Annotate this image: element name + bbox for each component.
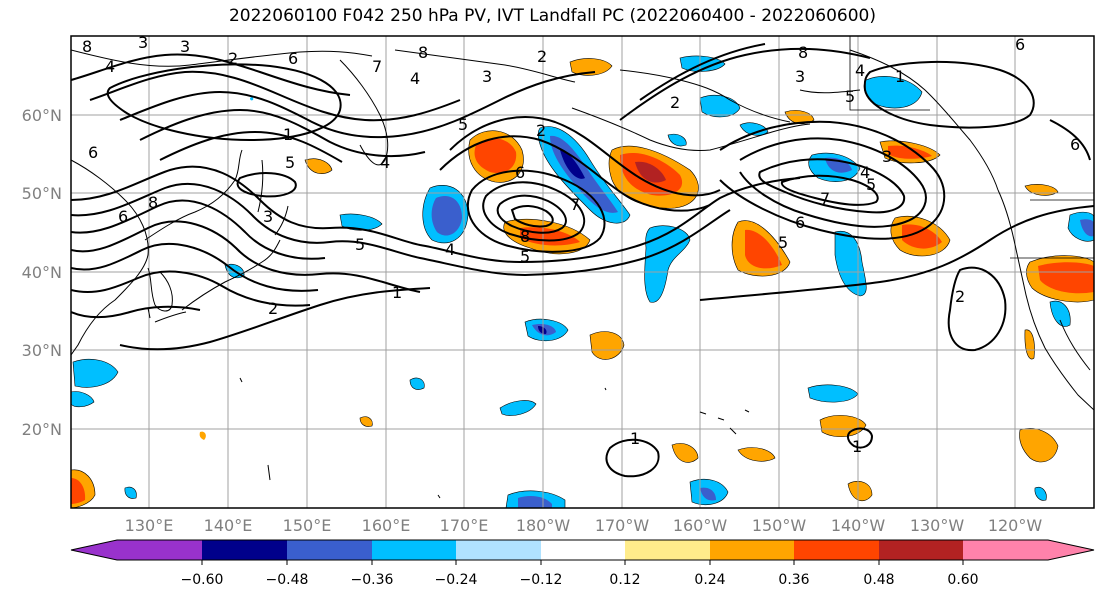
contour-label: 2 [670, 93, 680, 112]
contour-label: 5 [866, 175, 876, 194]
lat-label: 20°N [22, 420, 62, 439]
contour-label: 2 [228, 49, 238, 68]
contour-label: 5 [520, 247, 530, 266]
contour-label: 7 [372, 57, 382, 76]
colorbar-tick-label: −0.36 [351, 572, 394, 588]
lon-label: 180°W [516, 516, 571, 535]
lon-label: 120°W [988, 516, 1043, 535]
contour-label: 1 [630, 429, 640, 448]
lon-label: 160°E [362, 516, 411, 535]
contour-label: 6 [118, 207, 128, 226]
graticule [71, 36, 1094, 508]
colorbar-outline [70, 539, 1095, 561]
colorbar-bin [372, 540, 456, 560]
figure-title: 2022060100 F042 250 hPa PV, IVT Landfall… [228, 6, 876, 26]
contour-label: 1 [392, 283, 402, 302]
contour-label: 7 [570, 195, 580, 214]
lat-label: 40°N [22, 263, 62, 282]
colorbar-bin [71, 540, 202, 560]
contour-label: 6 [1070, 135, 1080, 154]
contour-label: 4 [410, 69, 420, 88]
colorbar-bin [456, 540, 541, 560]
colorbar-bin [794, 540, 879, 560]
lat-label: 60°N [22, 106, 62, 125]
lat-label: 30°N [22, 341, 62, 360]
colorbar-bin [625, 540, 710, 560]
lon-label: 150°W [752, 516, 807, 535]
contour-label: 8 [418, 43, 428, 62]
colorbar-bin [710, 540, 794, 560]
lon-label: 150°E [283, 516, 332, 535]
contour-label: 4 [445, 240, 455, 259]
contour-label: 4 [380, 153, 390, 172]
contour-label: 4 [855, 61, 865, 80]
lon-label: 170°W [595, 516, 650, 535]
colorbar-tick-label: −0.60 [181, 572, 224, 588]
colorbar-tick-label: 0.24 [694, 572, 725, 588]
contour-label: 3 [138, 33, 148, 52]
map-frame [70, 35, 1095, 509]
contour-label: 5 [458, 115, 468, 134]
contour-label: 1 [852, 437, 862, 456]
contour-label: 8 [520, 227, 530, 246]
colorbar-tick-label: −0.24 [435, 572, 478, 588]
contour-label: 6 [288, 49, 298, 68]
colorbar-tick-label: 0.36 [778, 572, 809, 588]
lon-label: 140°E [204, 516, 253, 535]
contour-label: 5 [845, 87, 855, 106]
contour-label: 2 [268, 299, 278, 318]
contour-label: 1 [283, 125, 293, 144]
colorbar-bin [287, 540, 372, 560]
contour-label: 4 [105, 57, 115, 76]
contour-label: 7 [820, 189, 830, 208]
contour-label: 8 [148, 193, 158, 212]
colorbar-tick-label: −0.12 [520, 572, 563, 588]
lon-label: 170°E [440, 516, 489, 535]
lon-label: 130°W [910, 516, 965, 535]
contour-label: 5 [285, 153, 295, 172]
lon-label: 130°E [125, 516, 174, 535]
contour-label: 6 [1015, 35, 1025, 54]
pv-contours [71, 43, 1094, 478]
lat-label: 50°N [22, 184, 62, 203]
colorbar-bin [879, 540, 963, 560]
latitude-labels: 60°N 50°N 40°N 30°N 20°N [22, 106, 62, 439]
contour-label: 4 [860, 163, 870, 182]
colorbar-tick-label: 0.60 [947, 572, 978, 588]
contour-label: 6 [88, 143, 98, 162]
contour-label: 3 [180, 37, 190, 56]
colorbar-tick-label: −0.48 [266, 572, 309, 588]
contour-label: 6 [795, 213, 805, 232]
colorbar: −0.60 −0.48 −0.36 −0.24 −0.12 0.12 0.24 … [70, 539, 1095, 588]
lon-label: 140°W [831, 516, 886, 535]
political-borders [849, 36, 1094, 259]
contour-label: 8 [82, 37, 92, 56]
longitude-labels: 130°E 140°E 150°E 160°E 170°E 180°W 170°… [125, 516, 1043, 535]
colorbar-bin [202, 540, 287, 560]
contour-label: 2 [537, 47, 547, 66]
lon-label: 160°W [673, 516, 728, 535]
colorbar-bin [963, 540, 1094, 560]
contour-label: 8 [798, 43, 808, 62]
contour-label: 6 [515, 163, 525, 182]
contour-label: 3 [795, 67, 805, 86]
contour-label: 5 [355, 235, 365, 254]
colorbar-tick-label: 0.48 [863, 572, 894, 588]
contour-label: 1 [895, 67, 905, 86]
contour-label: 2 [536, 121, 546, 140]
contour-label: 3 [263, 207, 273, 226]
contour-label: 5 [778, 233, 788, 252]
contour-labels: 8 3 3 4 2 6 8 2 6 6 8 1 4 5 3 5 2 3 4 5 … [82, 33, 1080, 456]
contour-label: 3 [482, 67, 492, 86]
colorbar-tick-label: 0.12 [609, 572, 640, 588]
contour-label: 2 [955, 287, 965, 306]
colorbar-bin [541, 540, 625, 560]
contour-label: 3 [882, 147, 892, 166]
